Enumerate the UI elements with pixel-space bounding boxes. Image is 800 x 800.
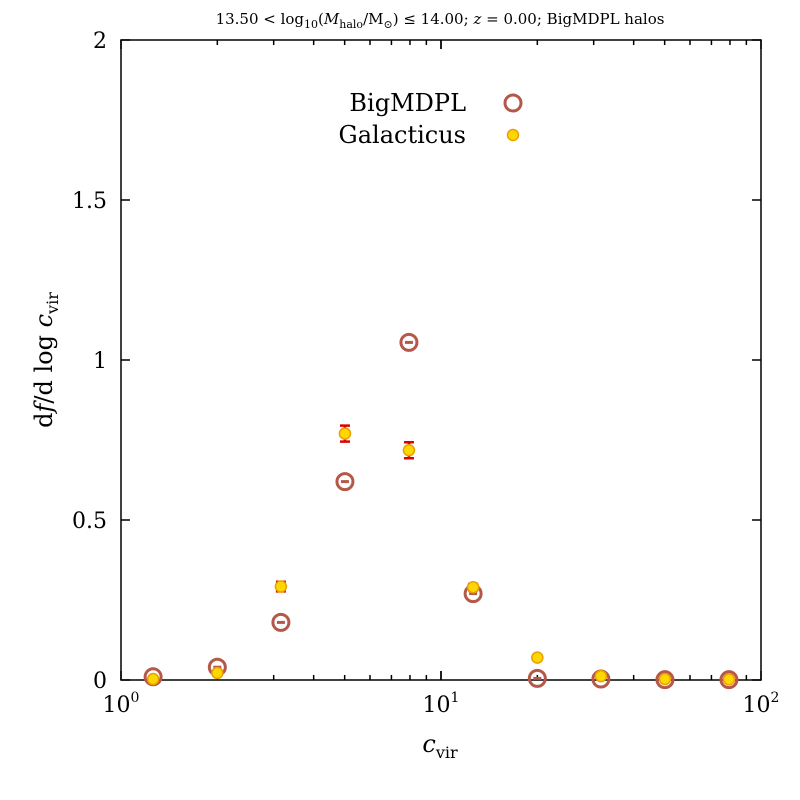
bigmdpl-point [719,670,739,690]
y-tick-label: 1 [93,349,107,374]
galacticus-point [402,443,416,457]
galacticus-point [146,672,160,686]
legend-marker-bigmdpl [503,93,523,113]
y-tick-label: 1.5 [72,189,107,214]
bigmdpl-point [271,612,291,632]
x-tick-label-1: 100 [103,690,140,718]
x-axis-label: cvir [422,730,458,762]
legend-marker-galacticus [506,128,520,142]
y-tick-label: 0 [93,669,107,694]
bigmdpl-point [335,472,355,492]
bigmdpl-point [399,332,419,352]
y-tick-label: 0.5 [72,509,107,534]
galacticus-point [211,666,224,680]
y-axis-ticks: 0 0.5 1 1.5 2 [72,29,761,694]
legend: BigMDPL Galacticus [339,89,523,149]
galacticus-point [722,673,736,686]
bigmdpl-point [527,668,547,688]
galacticus-point [594,669,608,683]
galacticus-point [531,651,544,664]
chart-title: 13.50 < log10(Mhalo/M⊙) ≤ 14.00; z = 0.0… [216,10,665,31]
galacticus-point [338,427,352,440]
galacticus-point [658,672,672,686]
data-marks [143,332,739,690]
galacticus-point [466,580,480,594]
x-tick-label-100: 102 [743,690,780,718]
galacticus-point [274,580,288,593]
legend-label-galacticus: Galacticus [339,121,466,149]
y-axis-label: df/d log cvir [30,292,62,428]
x-tick-label-10: 101 [423,690,460,718]
legend-label-bigmdpl: BigMDPL [349,89,466,117]
y-tick-label: 2 [93,29,107,54]
bigmdpl-point [655,670,675,690]
